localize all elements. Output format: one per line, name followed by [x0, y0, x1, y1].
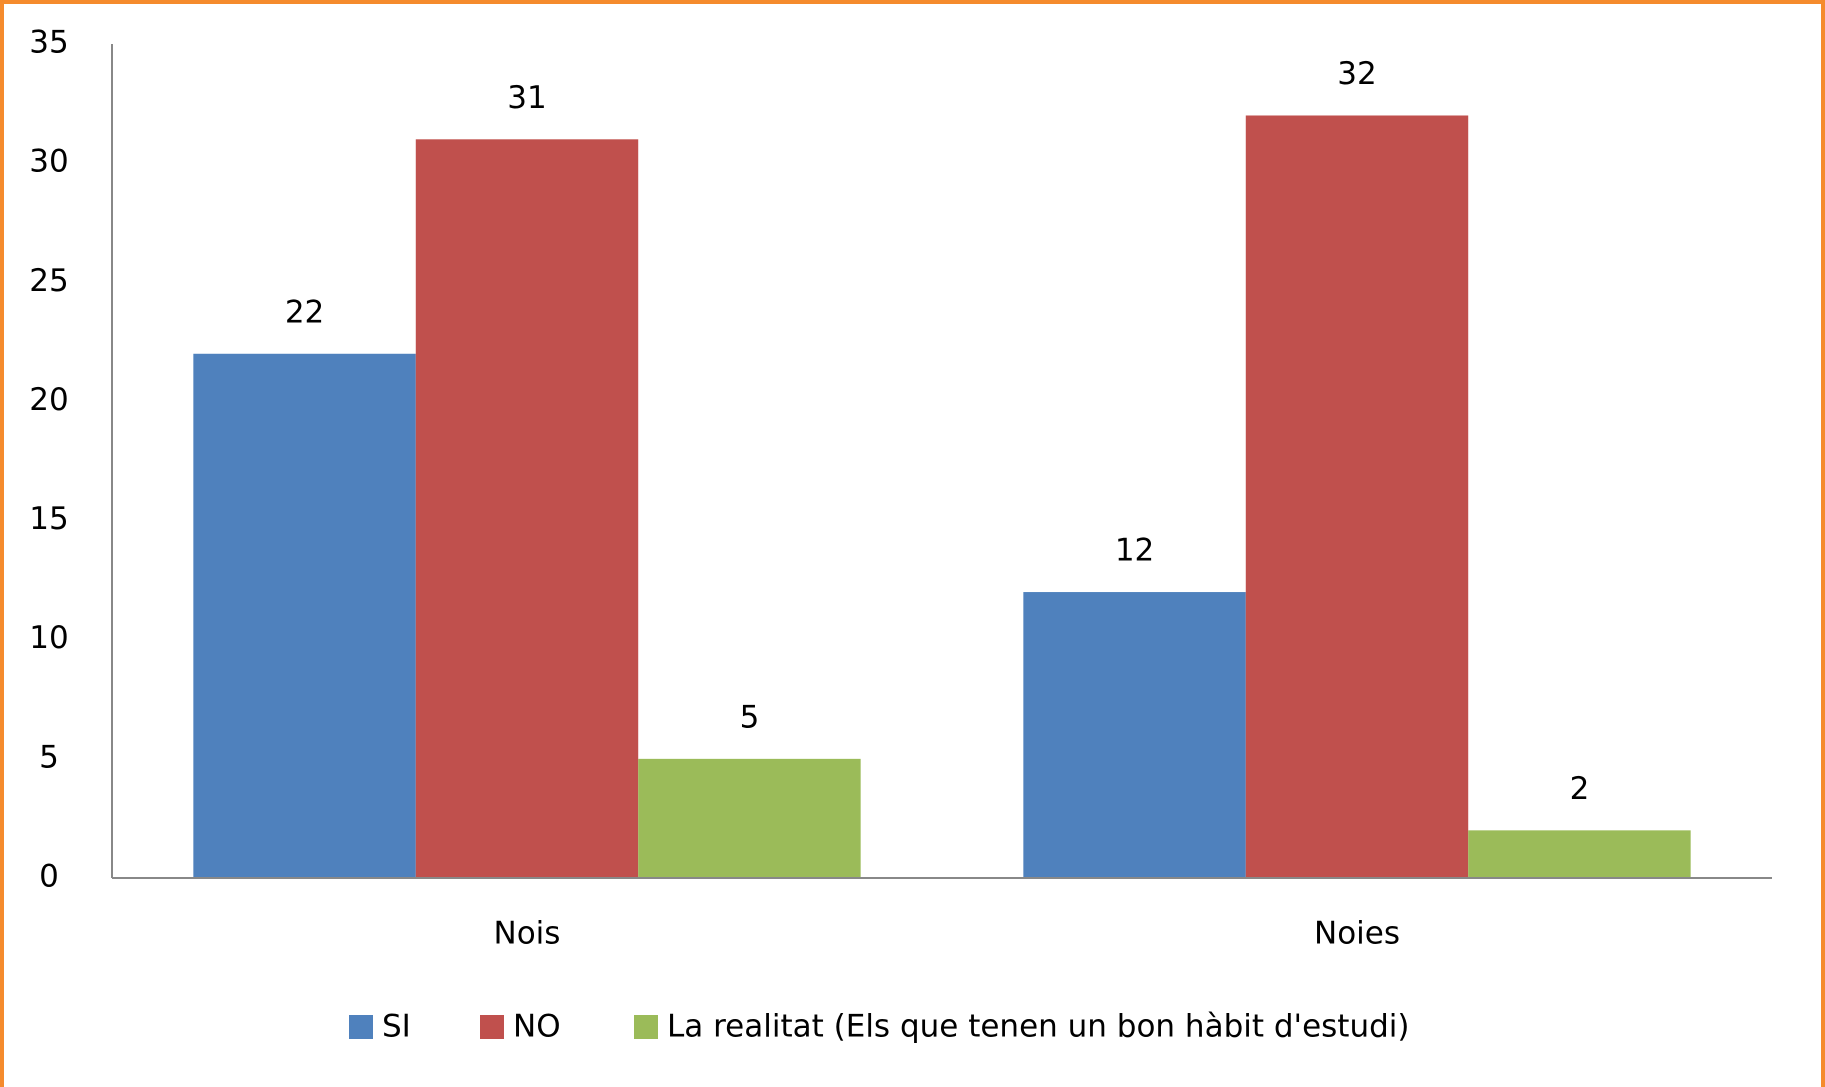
y-tick-label: 0: [39, 859, 59, 895]
bar: [1023, 592, 1246, 878]
bar: [638, 758, 861, 878]
legend-label: NO: [513, 1009, 561, 1045]
bar: [1468, 830, 1691, 878]
y-tick-label: 30: [29, 144, 68, 180]
y-tick-label: 20: [29, 382, 68, 418]
legend-swatch: [634, 1015, 658, 1039]
data-label: 2: [1570, 771, 1590, 807]
data-label: 12: [1115, 533, 1154, 569]
legend-label: SI: [382, 1009, 411, 1045]
legend-swatch: [480, 1015, 504, 1039]
y-tick-label: 25: [29, 263, 68, 299]
bar: [193, 353, 416, 878]
bar: [1245, 115, 1469, 878]
y-tick-label: 10: [29, 620, 68, 656]
bar: [415, 139, 639, 879]
legend-label: La realitat (Els que tenen un bon hàbit …: [667, 1009, 1410, 1045]
data-label: 32: [1337, 56, 1376, 92]
y-tick-label: 5: [39, 739, 59, 775]
data-label: 5: [740, 699, 760, 735]
legend-swatch: [349, 1015, 373, 1039]
y-tick-label: 35: [29, 25, 68, 61]
data-label: 31: [507, 80, 546, 116]
data-label: 22: [285, 294, 324, 330]
x-tick-label: Noies: [1314, 916, 1400, 952]
y-tick-label: 15: [29, 501, 68, 537]
x-tick-label: Nois: [494, 916, 561, 952]
